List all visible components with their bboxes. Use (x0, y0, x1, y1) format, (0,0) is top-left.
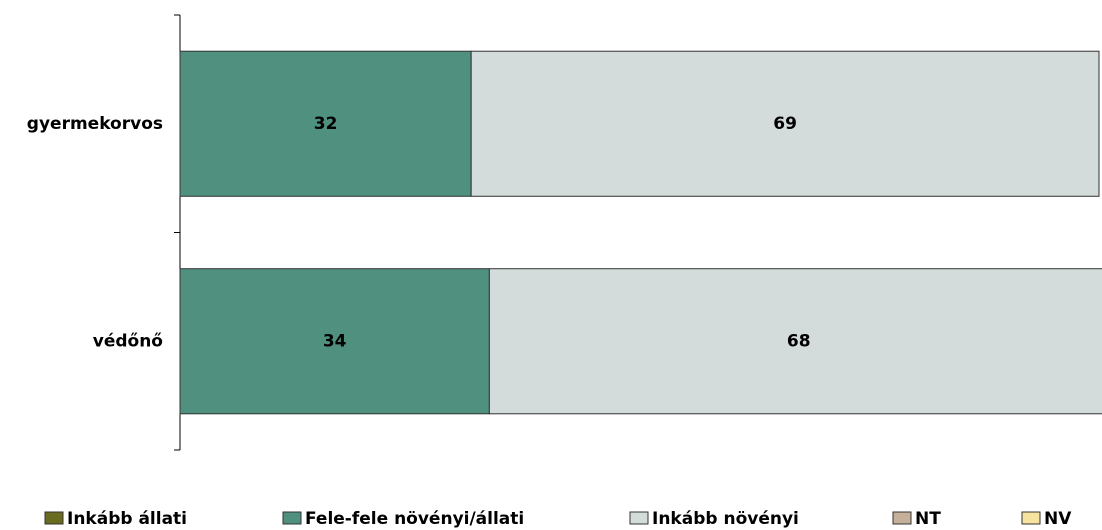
legend-swatch (282, 511, 302, 525)
data-label: 68 (787, 331, 811, 351)
legend-swatch (629, 511, 649, 525)
legend-swatch (1021, 511, 1041, 525)
bar-segment (179, 50, 472, 197)
bar-segment (488, 268, 1102, 415)
bar-segment (179, 268, 490, 415)
category-label: gyermekorvos (27, 114, 163, 134)
legend-swatch (44, 511, 64, 525)
category-label: védőnő (93, 331, 163, 351)
legend-label: NT (915, 509, 941, 529)
legend-label: Fele-fele növényi/állati (305, 509, 524, 529)
legend-label: Inkább növényi (652, 509, 799, 529)
data-label: 32 (314, 114, 338, 134)
data-label: 34 (323, 331, 347, 351)
data-label: 69 (773, 114, 797, 134)
legend-swatch (892, 511, 912, 525)
legend-label: Inkább állati (67, 509, 187, 529)
legend-label: NV (1044, 509, 1072, 529)
bar-segment (470, 50, 1100, 197)
